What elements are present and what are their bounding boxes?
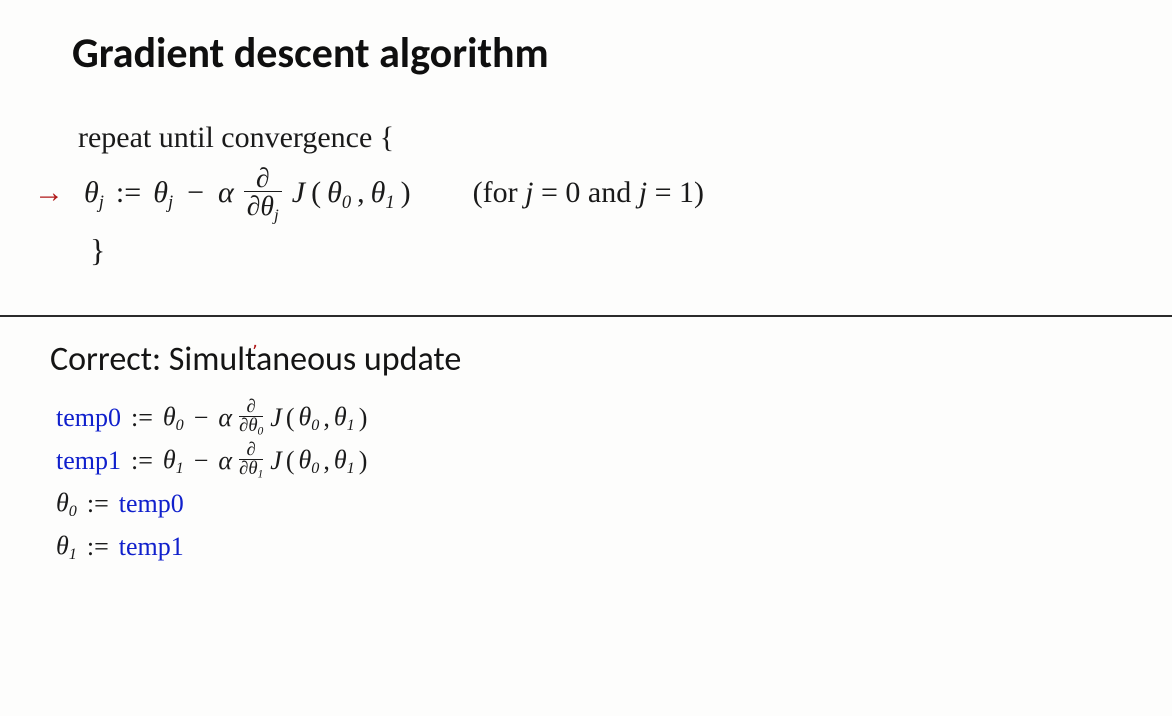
sub-j-rhs: j [168,192,173,213]
assign-1: := [131,397,153,439]
assign-3: := [87,483,109,525]
comma-2: , [323,440,330,482]
comma: , [357,170,365,217]
close-brace: } [90,226,1172,276]
theta0-arg-sym: θ [327,176,342,209]
comma-1: , [323,397,330,439]
arg11: θ0 [299,439,320,482]
section-divider [0,315,1172,317]
for-clause: (for j = 0 and j = 1) [473,170,704,217]
theta1-lhs: θ1 [56,525,77,568]
sfrac1-den: ∂θ0 [239,416,263,437]
eq-temp0: temp0 := θ0 − α ∂ ∂θ0 J ( θ0 , θ1 ) [56,396,1172,439]
lp-2: ( [286,440,295,482]
theta0-arg: θ0 [327,170,351,218]
alpha-2: α [218,440,232,482]
for-j2: j [639,176,647,209]
eq-assign-theta1: θ1 := temp1 [56,525,1172,568]
theta-sym-rhs: θ [153,176,168,209]
eq-sign-1: = [534,176,566,209]
temp1-rhs: temp1 [119,526,184,568]
for-zero: 0 [565,176,580,209]
algorithm-block: repeat until convergence { → θj := θj − … [78,115,1172,275]
subheading: Correct: Simultaneous update [50,339,1172,380]
assign-2: := [131,440,153,482]
assign-4: := [87,526,109,568]
sfrac-1: ∂ ∂θ0 [239,398,263,437]
J-1: J [270,397,282,439]
frac-den: ∂θj [244,191,282,224]
minus-1: − [194,397,209,439]
theta-sym: θ [84,176,99,209]
for-one: 1 [679,176,694,209]
minus-op: − [187,170,204,217]
sub-j-den: j [274,206,279,225]
temp0-rhs: temp0 [119,483,184,525]
alpha-1: α [218,397,232,439]
sfrac2-den: ∂θ1 [239,459,263,480]
frac-num: ∂ [253,164,273,192]
theta0-1: θ0 [163,396,184,439]
theta1-arg-sub: 1 [385,192,394,213]
for-open: (for [473,176,525,209]
page-title: Gradient descent algorithm [72,28,1172,79]
update-rule-line: → θj := θj − α ∂ ∂θj J ( θ0 , θ1 ) (for … [78,164,1172,224]
repeat-line: repeat until convergence { [78,115,1172,162]
rp-2: ) [359,440,368,482]
partial-fraction: ∂ ∂θj [244,164,282,224]
theta-j-lhs: θj [84,170,104,218]
rparen: ) [401,170,411,217]
arg02: θ1 [334,396,355,439]
arg01: θ0 [299,396,320,439]
cost-J: J [292,170,305,217]
theta-den: θ [260,190,274,221]
assign-op: := [116,170,141,217]
theta1-2: θ1 [163,439,184,482]
temp0-var: temp0 [56,397,121,439]
theta1-arg-sym: θ [371,176,386,209]
theta0-lhs: θ0 [56,482,77,525]
partial-den: ∂ [247,190,261,221]
eq-temp1: temp1 := θ1 − α ∂ ∂θ1 J ( θ0 , θ1 ) [56,439,1172,482]
sfrac1-num: ∂ [247,398,256,416]
stray-red-mark-icon: ٬ [252,342,258,363]
rp-1: ) [359,397,368,439]
lparen: ( [311,170,321,217]
alpha-sym: α [218,170,234,217]
sfrac2-num: ∂ [247,441,256,459]
simultaneous-update-block: temp0 := θ0 − α ∂ ∂θ0 J ( θ0 , θ1 ) temp… [56,396,1172,568]
sfrac-2: ∂ ∂θ1 [239,441,263,480]
lp-1: ( [286,397,295,439]
sub-j: j [99,192,104,213]
for-and: and [580,176,638,209]
temp1-var: temp1 [56,440,121,482]
for-j1: j [525,176,533,209]
arrow-annotation-icon: → [34,170,64,217]
eq-assign-theta0: θ0 := temp0 [56,482,1172,525]
J-2: J [270,440,282,482]
arg12: θ1 [334,439,355,482]
for-close: ) [694,176,704,209]
theta0-arg-sub: 0 [342,192,351,213]
minus-2: − [194,440,209,482]
theta1-arg: θ1 [371,170,395,218]
eq-sign-2: = [647,176,679,209]
theta-j-rhs: θj [153,170,173,218]
